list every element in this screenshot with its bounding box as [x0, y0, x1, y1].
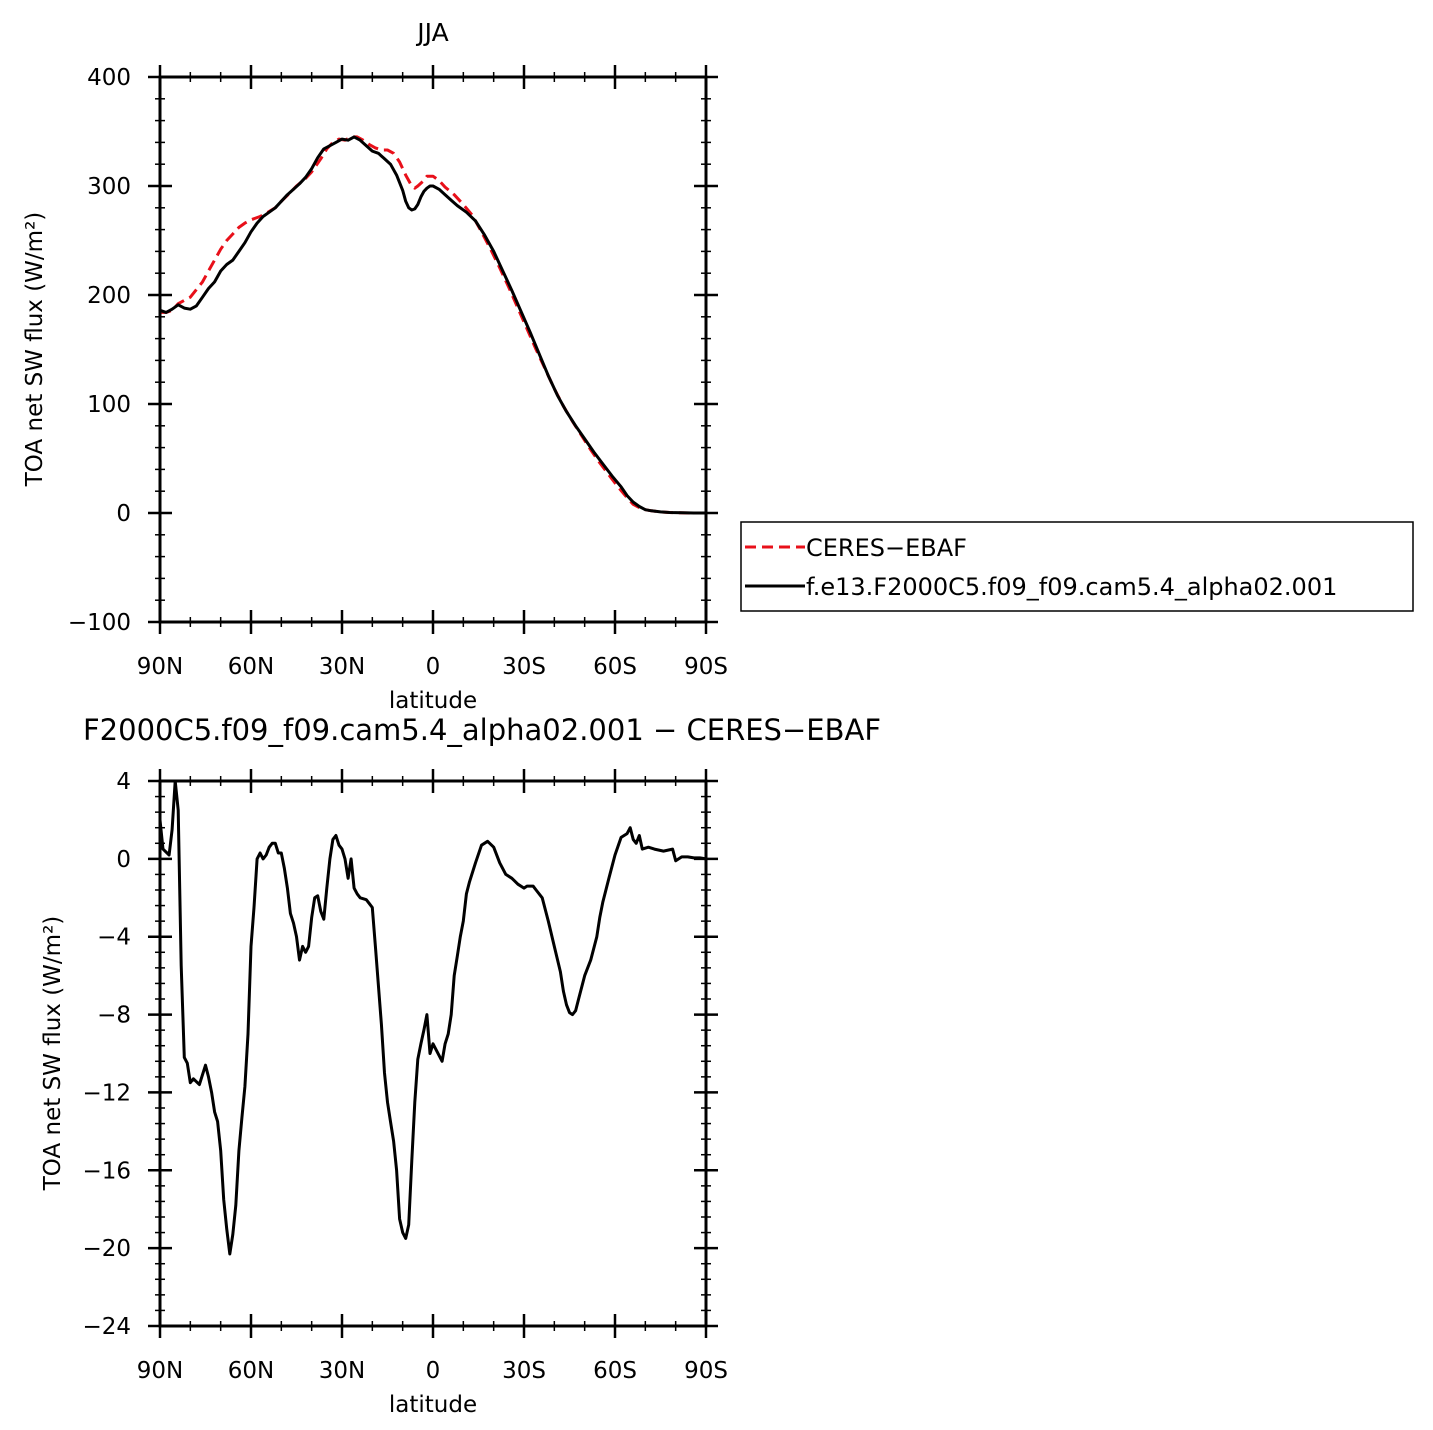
bottom-x-axis-label: latitude [389, 1392, 477, 1418]
legend-label-model: f.e13.F2000C5.f09_f09.cam5.4_alpha02.001 [806, 573, 1337, 601]
bottom-y-tick-label: −8 [97, 1003, 131, 1029]
top-y-tick-label: 0 [116, 501, 131, 527]
bottom-chart: F2000C5.f09_f09.cam5.4_alpha02.001 − CER… [40, 713, 881, 1418]
bottom-y-tick-label: −20 [82, 1236, 131, 1262]
top-x-tick-label: 90S [684, 654, 728, 680]
top-x-axis-label: latitude [389, 688, 477, 714]
bottom-y-tick-label: −16 [82, 1158, 131, 1184]
bottom-series [158, 779, 708, 1256]
top-x-ticks: 90N 60N 30N 0 30S 60S 90S [137, 65, 728, 680]
bottom-x-tick-label: 60S [593, 1358, 637, 1384]
top-series [158, 135, 708, 515]
top-x-tick-label: 0 [426, 654, 441, 680]
bottom-x-tick-label: 90S [684, 1358, 728, 1384]
bottom-y-tick-label: 4 [116, 769, 131, 795]
top-x-tick-label: 30S [502, 654, 546, 680]
bottom-x-tick-label: 0 [426, 1358, 441, 1384]
top-y-tick-label: 400 [87, 65, 131, 91]
top-chart-title: JJA [415, 18, 448, 47]
bottom-y-tick-label: −4 [97, 925, 131, 951]
legend-label-ceres: CERES−EBAF [806, 534, 967, 562]
top-x-tick-label: 60S [593, 654, 637, 680]
bottom-x-tick-label: 90N [137, 1358, 183, 1384]
top-y-ticks: −100 0 100 200 300 400 [68, 65, 718, 636]
legend-box [740, 521, 1414, 612]
top-series-line-0 [160, 135, 706, 515]
bottom-plot-frame [158, 779, 708, 1328]
bottom-y-tick-label: −12 [82, 1080, 131, 1106]
top-y-tick-label: 100 [87, 392, 131, 418]
bottom-x-tick-label: 60N [228, 1358, 274, 1384]
top-x-tick-label: 60N [228, 654, 274, 680]
legend: CERES−EBAF f.e13.F2000C5.f09_f09.cam5.4_… [740, 521, 1414, 612]
bottom-x-tick-label: 30N [319, 1358, 365, 1384]
top-series-line-1 [158, 135, 708, 515]
bottom-y-tick-label: −24 [82, 1314, 131, 1340]
bottom-x-tick-label: 30S [502, 1358, 546, 1384]
bottom-y-tick-label: 0 [116, 847, 131, 873]
top-x-tick-label: 90N [137, 654, 183, 680]
top-y-tick-label: 200 [87, 283, 131, 309]
bottom-series-line-0 [158, 779, 708, 1256]
top-chart: JJA TOA net SW flux (W/m²) latitude −100… [22, 18, 728, 714]
top-y-axis-label: TOA net SW flux (W/m²) [22, 212, 48, 488]
top-y-tick-label: −100 [68, 610, 131, 636]
bottom-y-axis-label: TOA net SW flux (W/m²) [40, 916, 66, 1192]
top-x-tick-label: 30N [319, 654, 365, 680]
top-plot-frame [158, 75, 708, 624]
bottom-x-ticks: 90N 60N 30N 0 30S 60S 90S [137, 769, 728, 1384]
top-y-tick-label: 300 [87, 174, 131, 200]
bottom-chart-title: F2000C5.f09_f09.cam5.4_alpha02.001 − CER… [83, 713, 881, 747]
